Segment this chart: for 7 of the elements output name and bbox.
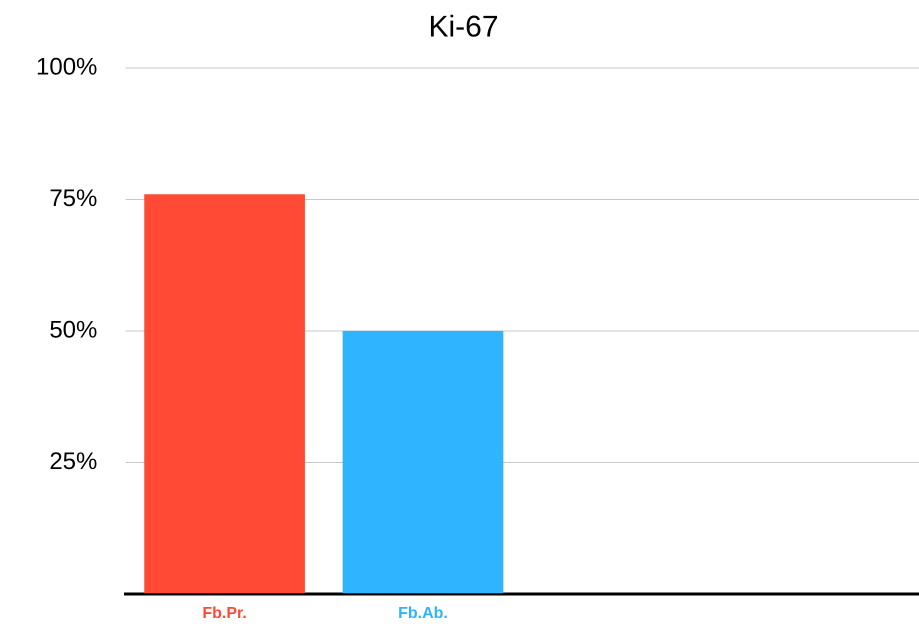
y-tick-label: 75% — [49, 185, 98, 212]
x-tick-label: Fb.Ab. — [398, 604, 448, 622]
y-tick-label: 100% — [36, 54, 98, 81]
chart-title: Ki-67 — [428, 10, 499, 44]
y-tick-label: 50% — [49, 316, 98, 344]
x-tick-label: Fb.Pr. — [202, 604, 247, 622]
y-tick-label: 25% — [49, 448, 98, 475]
